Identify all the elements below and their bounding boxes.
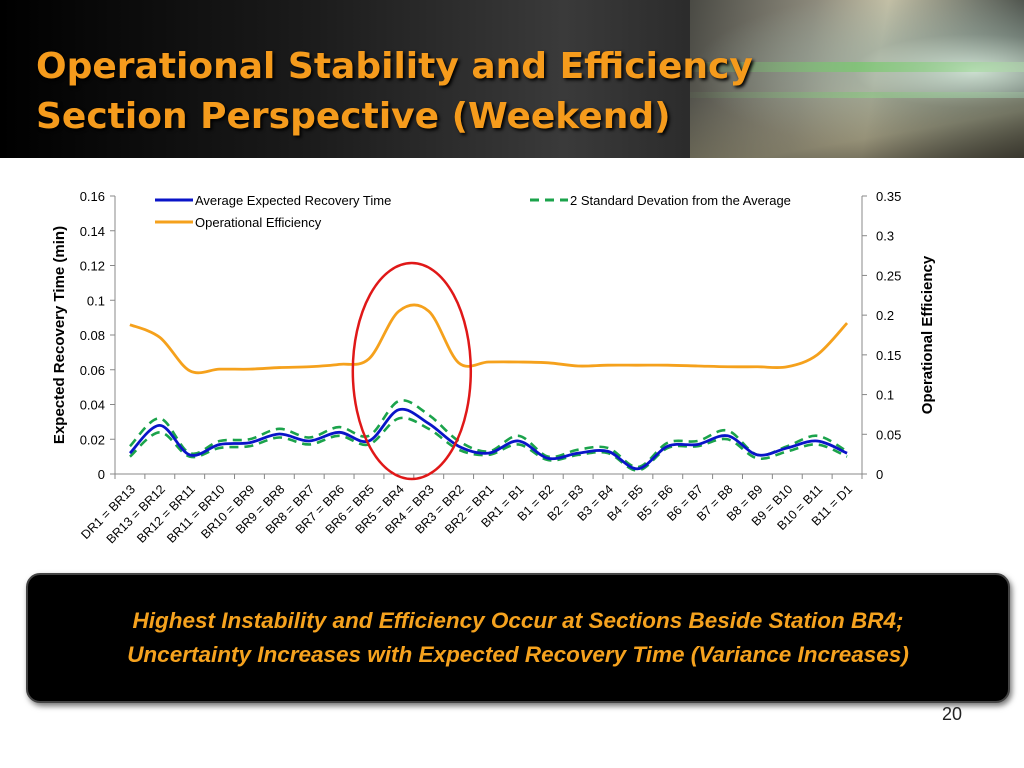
left-tick-label: 0.06 <box>80 363 105 378</box>
page-number: 20 <box>941 704 962 724</box>
train-stripe <box>690 92 1024 98</box>
right-tick-label: 0.15 <box>876 348 901 363</box>
left-tick-label: 0.16 <box>80 189 105 204</box>
left-tick-label: 0 <box>98 467 105 482</box>
slide-title-line-2: Section Perspective (Weekend) <box>36 96 671 137</box>
right-tick-label: 0.35 <box>876 189 901 204</box>
right-tick-label: 0.3 <box>876 229 894 244</box>
legend-label: 2 Standard Devation from the Average <box>570 193 791 208</box>
left-tick-label: 0.1 <box>87 293 105 308</box>
y-right-axis-title: Operational Efficiency <box>919 255 936 414</box>
train-photo <box>690 0 1024 158</box>
legend-label: Operational Efficiency <box>195 215 322 230</box>
left-tick-label: 0.02 <box>80 432 105 447</box>
right-tick-label: 0.05 <box>876 427 901 442</box>
callout-line-1: Highest Instability and Efficiency Occur… <box>132 608 904 633</box>
left-tick-label: 0.04 <box>80 398 105 413</box>
y-left-axis-title: Expected Recovery Time (min) <box>51 226 68 444</box>
train-stripe <box>690 62 1024 72</box>
series-line-2sd-band <box>129 416 848 472</box>
left-tick-label: 0.08 <box>80 328 105 343</box>
callout-box: Highest Instability and Efficiency Occur… <box>26 573 1010 703</box>
slide-header: Operational Stability and Efficiency Sec… <box>0 0 1024 158</box>
series-line-2sd-band <box>128 399 848 469</box>
platform-floor <box>690 98 1024 158</box>
annotation-ellipse <box>351 261 473 481</box>
callout-line-2: Uncertainty Increases with Expected Reco… <box>127 642 909 667</box>
slide-title-line-1: Operational Stability and Efficiency <box>36 46 753 87</box>
series-line-operational-efficiency <box>129 303 849 375</box>
right-tick-label: 0.1 <box>876 388 894 403</box>
slide-title: Operational Stability and Efficiency Sec… <box>36 42 753 142</box>
right-tick-label: 0 <box>876 467 883 482</box>
legend-label: Average Expected Recovery Time <box>195 193 391 208</box>
left-tick-label: 0.12 <box>80 259 105 274</box>
series-line-avg-recovery-time <box>128 407 848 471</box>
left-tick-label: 0.14 <box>80 224 105 239</box>
line-chart: 0 0.02 0.04 0.06 0.08 0.1 0.12 0.14 0.16 0 0.05 0.1… <box>51 189 936 546</box>
right-tick-label: 0.2 <box>876 308 894 323</box>
right-tick-label: 0.25 <box>876 268 901 283</box>
